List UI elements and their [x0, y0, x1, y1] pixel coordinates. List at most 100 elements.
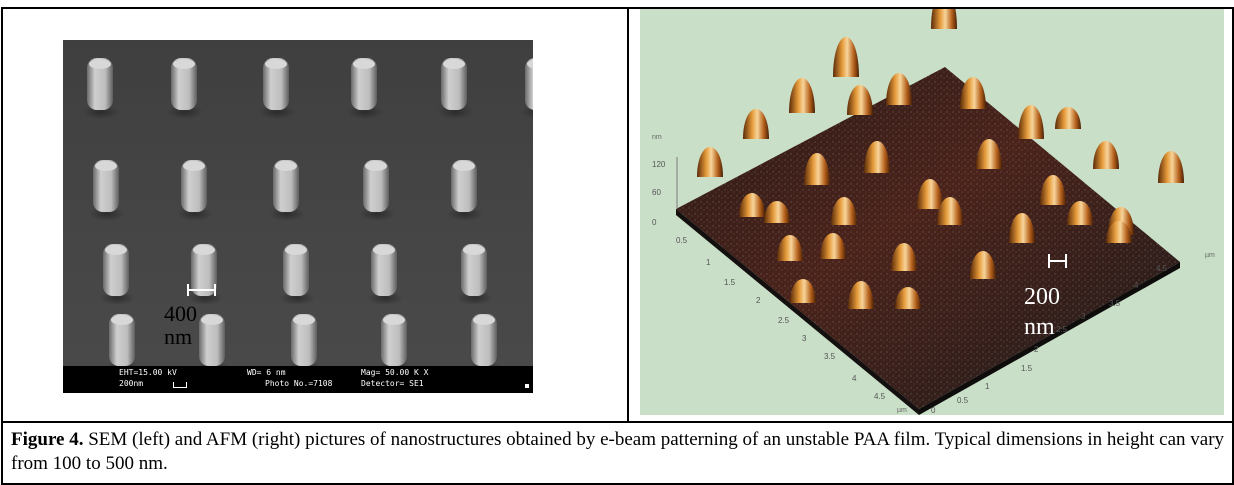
- afm-image: nm 120 60 0 0.5 1 1.5 2 2.5 3 3.5 4 4.5 µm 0 0.5 1 1.5 2 2.…: [640, 9, 1224, 415]
- afm-peak: [743, 109, 769, 139]
- afm-peak: [1040, 175, 1066, 205]
- sem-mag: Mag= 50.00 K X: [361, 368, 429, 377]
- sem-pillar: [187, 244, 223, 305]
- afm-surface: nm 120 60 0 0.5 1 1.5 2 2.5 3 3.5 4 4.5 µm 0 0.5 1 1.5 2 2.…: [652, 9, 1215, 415]
- sem-pillar: [437, 58, 473, 119]
- afm-scale-label: 200 nm: [1024, 282, 1060, 342]
- sem-pillar: [259, 58, 295, 119]
- afm-y-tick: 0: [931, 406, 936, 415]
- sem-scale-label: 400 nm: [164, 302, 197, 348]
- sem-pillar: [521, 58, 533, 119]
- afm-x-tick: 1: [706, 258, 711, 267]
- afm-scale-marker: [1048, 254, 1067, 268]
- afm-peak: [886, 73, 912, 105]
- afm-peak: [1067, 201, 1093, 225]
- sem-scale-marker: [187, 284, 216, 296]
- afm-y-tick: 2.5: [1056, 325, 1068, 334]
- afm-peak: [764, 201, 790, 223]
- afm-z-tick: 0: [652, 218, 657, 227]
- afm-peak: [777, 235, 803, 261]
- sem-wd: WD= 6 nm: [247, 368, 286, 377]
- sem-scale-text: 200nm: [119, 379, 144, 388]
- afm-peak: [847, 85, 873, 115]
- sem-pillars: [83, 58, 533, 375]
- afm-y-tick: 1: [985, 382, 990, 391]
- afm-y-tick: 1.5: [1021, 364, 1033, 373]
- afm-x-tick: 4: [852, 374, 857, 383]
- sem-scale-unit: nm: [164, 324, 193, 349]
- sem-pillar: [447, 160, 483, 221]
- sem-eht: EHT=15.00 kV: [119, 368, 177, 377]
- afm-peak: [960, 77, 986, 109]
- afm-x-tick: 1.5: [724, 278, 736, 287]
- afm-floor-edge-right: [919, 262, 1180, 415]
- sem-scale-bar: [173, 382, 187, 388]
- afm-y-tick: 0.5: [957, 396, 969, 405]
- afm-floor-edge-left: [676, 209, 919, 415]
- afm-x-tick: 0.5: [676, 236, 688, 245]
- sem-pillar: [367, 244, 403, 305]
- afm-x-tick: 2.5: [778, 316, 790, 325]
- afm-peak: [739, 193, 765, 217]
- afm-x-tick: 2: [756, 296, 761, 305]
- sem-photo: Photo No.=7108: [265, 379, 333, 388]
- figure-table: [1, 7, 1234, 423]
- sem-pillar: [177, 160, 213, 221]
- afm-peak: [937, 197, 963, 225]
- afm-peak: [1158, 151, 1184, 183]
- column-divider: [627, 9, 629, 421]
- afm-x-tick: 3.5: [824, 352, 836, 361]
- sem-pillar: [89, 160, 125, 221]
- afm-peak: [895, 287, 921, 309]
- afm-peak: [931, 9, 957, 29]
- sem-pillar: [359, 160, 395, 221]
- sem-detector: Detector= SE1: [361, 379, 424, 388]
- sem-pillar: [83, 58, 119, 119]
- afm-z-tick: 120: [652, 160, 666, 169]
- afm-y-tick: 3.5: [1109, 299, 1121, 308]
- afm-peak: [1009, 213, 1035, 243]
- afm-peak: [891, 243, 917, 271]
- afm-peak: [1106, 221, 1132, 243]
- afm-y-tick: 2: [1034, 345, 1039, 354]
- afm-peak: [970, 251, 996, 279]
- afm-peak: [831, 197, 857, 225]
- sem-pillar: [347, 58, 383, 119]
- afm-z-unit: nm: [652, 134, 662, 141]
- afm-y-tick: 4.5: [1156, 264, 1168, 273]
- afm-y-tick: 3: [1081, 312, 1086, 321]
- caption-label: Figure 4.: [11, 429, 84, 450]
- sem-pillar: [457, 244, 493, 305]
- afm-scale-unit: nm: [1024, 314, 1055, 340]
- afm-peak: [833, 37, 859, 77]
- sem-pillar: [269, 160, 305, 221]
- afm-peak: [804, 153, 830, 185]
- sem-corner-mark: [525, 384, 529, 388]
- caption-row: Figure 4. SEM (left) and AFM (right) pic…: [1, 422, 1234, 485]
- afm-peak: [697, 147, 723, 177]
- afm-peak: [790, 279, 816, 303]
- afm-peak: [864, 141, 890, 173]
- sem-info-bar: EHT=15.00 kV 200nm WD= 6 nm Photo No.=71…: [63, 366, 533, 393]
- afm-peak: [1018, 105, 1044, 139]
- afm-peak: [1093, 141, 1119, 169]
- afm-x-unit: µm: [897, 407, 907, 414]
- figure-caption: Figure 4. SEM (left) and AFM (right) pic…: [11, 428, 1226, 476]
- afm-peak: [917, 179, 943, 209]
- afm-peak: [976, 139, 1002, 169]
- afm-scale-value: 200: [1024, 284, 1060, 310]
- afm-x-tick: 3: [802, 334, 807, 343]
- sem-pillar: [167, 58, 203, 119]
- sem-scale-value: 400: [164, 301, 197, 326]
- afm-y-unit: µm: [1205, 252, 1215, 259]
- afm-y-tick: 4: [1134, 281, 1139, 290]
- afm-x-tick: 4.5: [874, 392, 886, 401]
- caption-text: SEM (left) and AFM (right) pictures of n…: [11, 429, 1225, 474]
- afm-peak: [1055, 107, 1081, 129]
- sem-pillar: [99, 244, 135, 305]
- afm-peak: [820, 233, 846, 259]
- afm-floor-texture: [676, 67, 1180, 409]
- afm-peak: [848, 281, 874, 309]
- afm-z-tick: 60: [652, 188, 661, 197]
- sem-pillar: [279, 244, 315, 305]
